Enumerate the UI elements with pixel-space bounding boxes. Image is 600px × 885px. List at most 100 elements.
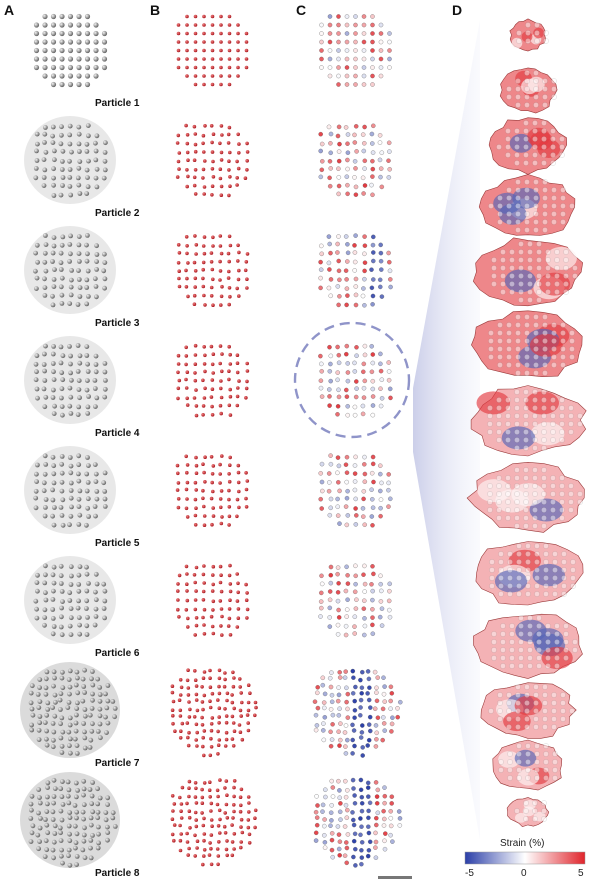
atom-bump [560, 330, 566, 336]
colorbar-title: Strain (%) [500, 838, 545, 849]
atom-dot [50, 47, 57, 54]
atom-dot [184, 506, 189, 511]
atom-bump [563, 631, 569, 637]
atom-bump [552, 775, 558, 781]
atom-dot [386, 598, 392, 604]
atom-dot [184, 345, 188, 350]
atom-dot [67, 838, 73, 844]
atom-dot [387, 48, 392, 53]
particle-image [318, 123, 392, 198]
atom-dot [236, 57, 240, 61]
atom-dot [328, 707, 334, 712]
atom-dot [68, 736, 73, 742]
atom-bump [488, 330, 494, 336]
atom-dot [29, 706, 35, 712]
atom-dot [236, 607, 241, 611]
atom-bump [560, 322, 566, 328]
atom-dot [243, 176, 248, 180]
atom-bump [505, 491, 511, 497]
atom-dot [236, 48, 240, 53]
atom-dot [336, 234, 341, 239]
atom-bump [533, 708, 539, 714]
atom-bump [534, 775, 540, 781]
atom-dot [193, 580, 197, 585]
atom-dot [360, 745, 365, 750]
atom-dot [209, 395, 214, 399]
atom-dot [42, 720, 48, 725]
atom-dot [245, 168, 249, 172]
atom-dot [97, 698, 103, 704]
atom-dot [327, 73, 333, 79]
atom-dot [344, 14, 350, 19]
atom-bump [498, 759, 504, 765]
atom-dot [203, 124, 207, 128]
atom-dot [211, 303, 215, 308]
atom-bump [515, 219, 521, 225]
atom-dot [230, 714, 235, 719]
atom-bump [541, 136, 547, 142]
atom-dot [42, 56, 48, 62]
atom-dot [327, 22, 333, 28]
atom-dot [82, 667, 87, 673]
atom-dot [170, 832, 175, 837]
atom-dot [375, 675, 380, 680]
atom-dot [335, 504, 340, 509]
atom-dot [192, 293, 197, 298]
atom-dot [228, 387, 232, 392]
atom-dot [201, 267, 205, 272]
atom-dot [185, 74, 189, 78]
atom-bump [560, 187, 566, 193]
atom-dot [314, 815, 320, 820]
atom-dot [87, 787, 93, 792]
atom-dot [344, 470, 350, 475]
atom-dot [373, 855, 379, 860]
atom-dot [82, 707, 88, 712]
atom-dot [327, 615, 332, 620]
atom-dot [219, 489, 224, 493]
atom-dot [336, 268, 342, 274]
atom-bump [491, 639, 497, 645]
atom-bump [496, 515, 502, 521]
atom-dot [88, 815, 94, 821]
atom-dot [76, 453, 82, 459]
strain-patch [515, 812, 527, 823]
atom-dot [370, 360, 376, 366]
atom-dot [193, 57, 198, 61]
atom-dot [201, 462, 205, 467]
atom-bump [533, 700, 539, 706]
atom-dot [201, 284, 206, 289]
atom-dot [370, 293, 376, 299]
atom-dot [247, 841, 252, 845]
atom-dot [66, 677, 72, 682]
atom-bump [527, 663, 533, 669]
atom-dot [67, 715, 73, 721]
atom-dot [84, 141, 90, 147]
atom-dot [59, 817, 65, 823]
scale-bar [378, 876, 412, 879]
atom-bump [509, 663, 515, 669]
atom-bump [559, 475, 565, 481]
atom-dot [86, 133, 91, 139]
atom-dot [366, 722, 372, 727]
atom-dot [94, 133, 100, 139]
atom-dot [68, 353, 73, 359]
atom-dot [361, 31, 367, 36]
atom-bump [533, 362, 539, 368]
atom-bump [551, 708, 557, 714]
atom-dot [314, 723, 320, 728]
atom-dot [84, 13, 91, 20]
atom-dot [327, 597, 333, 603]
atom-dot [58, 267, 64, 272]
atom-dot [237, 250, 241, 255]
atom-dot [335, 133, 341, 139]
strain-patch [533, 811, 546, 822]
atom-dot [58, 505, 64, 510]
atom-dot [93, 30, 99, 37]
atom-dot [37, 800, 43, 806]
atom-dot [373, 723, 379, 728]
atom-dot [82, 735, 88, 741]
particle-image [319, 14, 392, 87]
atom-dot [353, 22, 358, 28]
atom-bump [524, 86, 530, 92]
atom-bump [550, 491, 556, 497]
